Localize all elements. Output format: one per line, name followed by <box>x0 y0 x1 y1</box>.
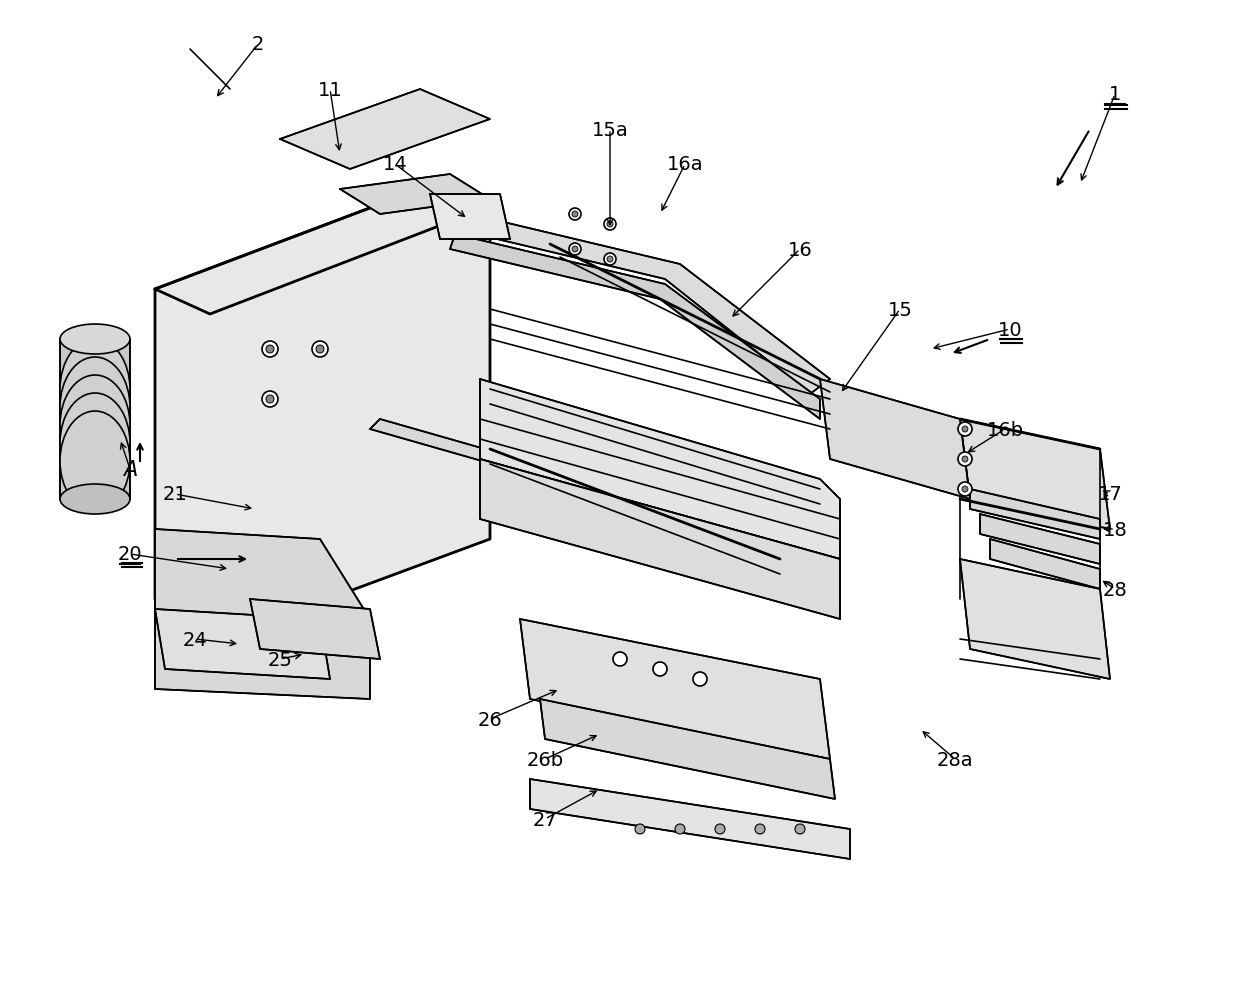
Circle shape <box>604 253 616 265</box>
Text: 28a: 28a <box>936 749 973 768</box>
Polygon shape <box>480 380 839 560</box>
Circle shape <box>267 396 274 404</box>
Ellipse shape <box>60 376 130 475</box>
Text: 14: 14 <box>383 155 408 174</box>
Polygon shape <box>280 89 490 170</box>
Polygon shape <box>960 560 1110 679</box>
Ellipse shape <box>60 358 130 457</box>
Polygon shape <box>430 195 510 240</box>
Circle shape <box>959 422 972 436</box>
Polygon shape <box>529 779 849 859</box>
Polygon shape <box>155 530 370 700</box>
Circle shape <box>715 824 725 834</box>
Polygon shape <box>155 190 490 639</box>
Polygon shape <box>539 700 835 799</box>
Circle shape <box>613 652 627 666</box>
Polygon shape <box>980 515 1100 565</box>
Circle shape <box>262 392 278 408</box>
Polygon shape <box>155 190 490 639</box>
Text: 27: 27 <box>533 810 557 829</box>
Circle shape <box>608 256 613 262</box>
Text: 1: 1 <box>1109 85 1121 104</box>
Text: 16a: 16a <box>667 155 703 174</box>
Circle shape <box>675 824 684 834</box>
Circle shape <box>962 486 968 492</box>
Ellipse shape <box>60 394 130 493</box>
Polygon shape <box>155 190 470 315</box>
Circle shape <box>572 212 578 218</box>
Circle shape <box>959 482 972 496</box>
Circle shape <box>569 244 582 255</box>
Polygon shape <box>990 540 1100 589</box>
Polygon shape <box>960 419 1110 530</box>
Circle shape <box>962 456 968 462</box>
Circle shape <box>569 209 582 221</box>
Text: 25: 25 <box>268 650 293 669</box>
Text: 15a: 15a <box>591 120 629 139</box>
Polygon shape <box>155 609 330 679</box>
Polygon shape <box>480 459 839 619</box>
Text: 15: 15 <box>888 300 913 319</box>
Text: 16: 16 <box>787 241 812 259</box>
Text: 11: 11 <box>317 81 342 99</box>
Circle shape <box>962 426 968 432</box>
Circle shape <box>693 672 707 686</box>
Circle shape <box>653 662 667 676</box>
Text: 26: 26 <box>477 710 502 729</box>
Circle shape <box>795 824 805 834</box>
Polygon shape <box>455 215 830 395</box>
Circle shape <box>604 219 616 231</box>
Text: 28: 28 <box>1102 580 1127 599</box>
Polygon shape <box>450 235 820 419</box>
Text: 26b: 26b <box>527 749 563 768</box>
Text: 21: 21 <box>162 485 187 504</box>
Text: 16b: 16b <box>987 420 1023 439</box>
Circle shape <box>635 824 645 834</box>
Text: 18: 18 <box>1102 520 1127 539</box>
Circle shape <box>959 452 972 466</box>
Polygon shape <box>60 340 130 500</box>
Ellipse shape <box>60 340 130 439</box>
Ellipse shape <box>60 484 130 515</box>
Polygon shape <box>820 380 970 500</box>
Circle shape <box>262 342 278 358</box>
Polygon shape <box>370 419 780 580</box>
Polygon shape <box>520 619 830 759</box>
Text: A: A <box>123 459 138 479</box>
Ellipse shape <box>60 412 130 512</box>
Text: 24: 24 <box>182 630 207 649</box>
Circle shape <box>755 824 765 834</box>
Circle shape <box>316 346 324 354</box>
Text: 20: 20 <box>118 545 143 564</box>
Polygon shape <box>250 599 379 659</box>
Text: 10: 10 <box>998 320 1022 339</box>
Polygon shape <box>340 175 490 215</box>
Circle shape <box>267 346 274 354</box>
Circle shape <box>312 342 329 358</box>
Text: 2: 2 <box>252 36 264 55</box>
Circle shape <box>608 222 613 228</box>
Polygon shape <box>970 489 1100 540</box>
Text: 17: 17 <box>1097 485 1122 504</box>
Circle shape <box>572 247 578 252</box>
Ellipse shape <box>60 325 130 355</box>
